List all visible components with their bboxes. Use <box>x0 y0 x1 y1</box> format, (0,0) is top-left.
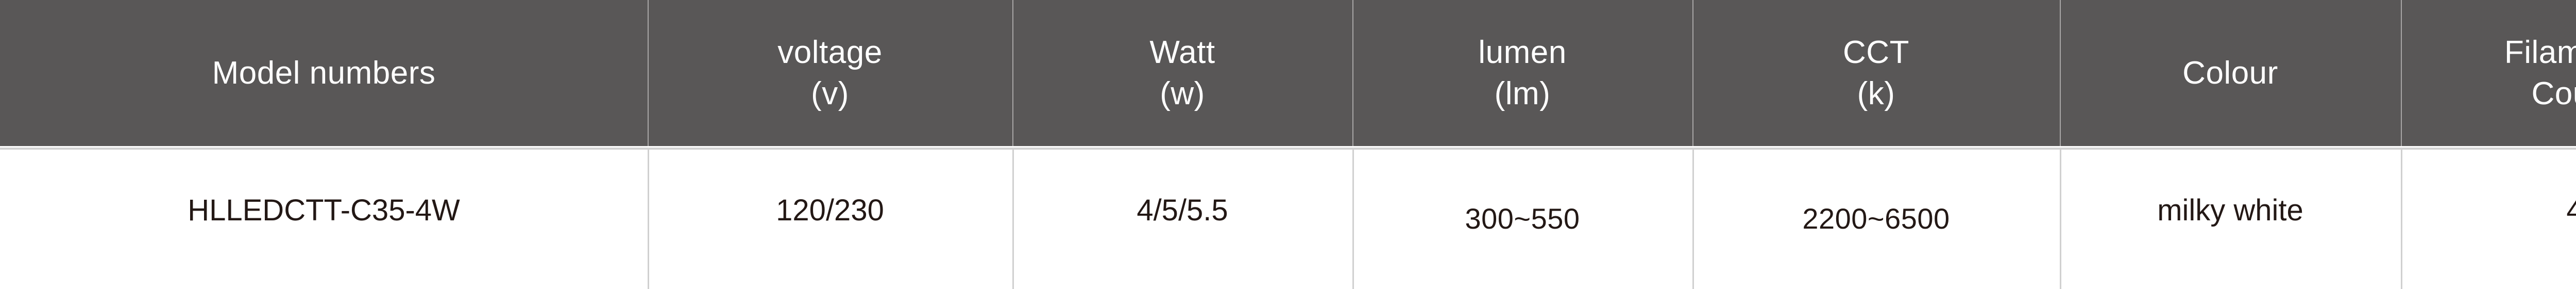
column-header-unit: (lm) <box>1494 75 1551 111</box>
column-header-unit: Count <box>2531 75 2576 111</box>
column-header-voltage: voltage (v) <box>648 0 1012 146</box>
column-header-lumen: lumen (lm) <box>1352 0 1692 146</box>
cell-watt: 4/5/5.5 <box>1012 150 1352 289</box>
cell-model-number: HLLEDCTT-C35-4W <box>188 193 460 227</box>
cell-colour: milky white <box>2060 150 2401 289</box>
cell-lumen: 300~550 <box>1352 150 1692 289</box>
column-header-title: lumen <box>1478 35 1567 71</box>
column-header-title: CCT <box>1843 35 1909 71</box>
column-header-title: voltage <box>777 35 883 71</box>
header-underline <box>0 148 2576 150</box>
cell-filaments-count: 4 <box>2401 150 2576 289</box>
column-header-title: Model numbers <box>212 55 436 91</box>
column-header-title: Filaments <box>2504 35 2576 71</box>
column-header-colour: Colour <box>2060 0 2401 146</box>
column-header-model-numbers: Model numbers <box>0 0 648 146</box>
column-header-unit: (w) <box>1160 75 1205 111</box>
cell-voltage: 120/230 <box>648 150 1012 289</box>
column-header-filaments-count: Filaments Count <box>2401 0 2576 146</box>
column-header-unit: (v) <box>811 75 849 111</box>
column-header-cct: CCT (k) <box>1692 0 2060 146</box>
table-header-row: Model numbers voltage (v) Watt (w) lumen… <box>0 0 2576 146</box>
table-row: HLLEDCTT-C35-4W 120/230 4/5/5.5 300~550 … <box>0 150 2576 289</box>
cell-cct: 2200~6500 <box>1692 150 2060 289</box>
column-header-watt: Watt (w) <box>1012 0 1352 146</box>
column-header-title: Colour <box>2182 55 2278 91</box>
column-header-title: Watt <box>1149 35 1215 71</box>
column-header-unit: (k) <box>1857 75 1895 111</box>
